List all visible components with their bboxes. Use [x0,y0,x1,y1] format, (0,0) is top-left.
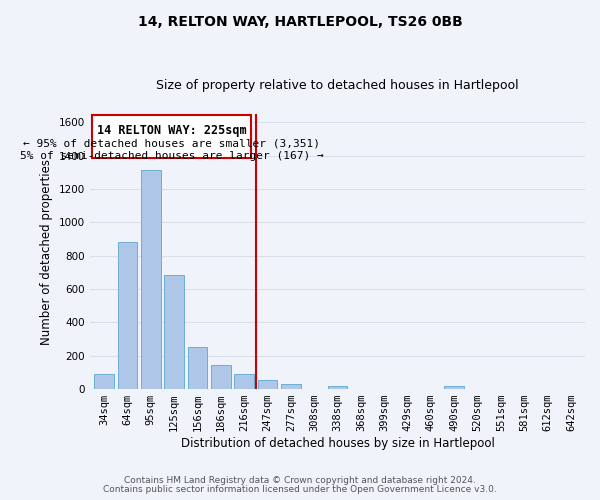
Bar [234,374,254,389]
Bar [257,380,277,389]
Text: Contains public sector information licensed under the Open Government Licence v3: Contains public sector information licen… [103,485,497,494]
X-axis label: Distribution of detached houses by size in Hartlepool: Distribution of detached houses by size … [181,437,494,450]
Bar [445,386,464,389]
Bar [94,374,114,389]
Bar [281,384,301,389]
Title: Size of property relative to detached houses in Hartlepool: Size of property relative to detached ho… [156,79,519,92]
Text: 5% of semi-detached houses are larger (167) →: 5% of semi-detached houses are larger (1… [20,150,323,160]
Bar [188,348,208,389]
Text: ← 95% of detached houses are smaller (3,351): ← 95% of detached houses are smaller (3,… [23,138,320,148]
Bar [328,386,347,389]
Bar [141,170,161,389]
Bar [118,242,137,389]
Bar [164,275,184,389]
Y-axis label: Number of detached properties: Number of detached properties [40,158,53,344]
Text: 14 RELTON WAY: 225sqm: 14 RELTON WAY: 225sqm [97,124,247,138]
Text: Contains HM Land Registry data © Crown copyright and database right 2024.: Contains HM Land Registry data © Crown c… [124,476,476,485]
FancyBboxPatch shape [92,115,251,158]
Text: 14, RELTON WAY, HARTLEPOOL, TS26 0BB: 14, RELTON WAY, HARTLEPOOL, TS26 0BB [137,15,463,29]
Bar [211,365,231,389]
